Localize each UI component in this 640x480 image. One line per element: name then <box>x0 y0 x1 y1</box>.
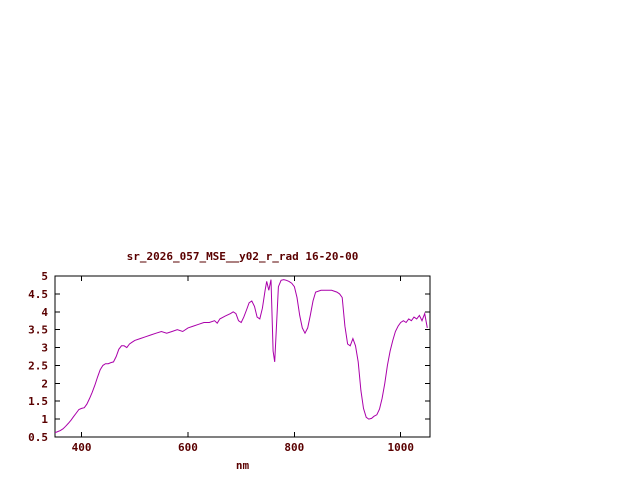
y-tick-label: 3 <box>41 342 48 355</box>
y-tick-label: 2.5 <box>28 359 48 372</box>
data-line <box>54 279 428 434</box>
x-tick-label: 800 <box>284 441 304 454</box>
x-tick-label: 400 <box>72 441 92 454</box>
x-axis-label: nm <box>235 459 250 472</box>
y-tick-label: 1 <box>41 413 48 426</box>
x-tick-label: 600 <box>178 441 198 454</box>
y-tick-label: 3.5 <box>28 324 48 337</box>
plot-border <box>54 275 431 438</box>
y-tick-label: 2 <box>41 377 48 390</box>
y-tick-label: 1.5 <box>28 395 48 408</box>
y-tick-label: 4.5 <box>28 288 48 301</box>
y-tick-label: 4 <box>41 306 48 319</box>
y-tick-label: 5 <box>41 270 48 283</box>
chart-title: sr_2026_057_MSE__y02_r_rad 16-20-00 <box>126 250 359 263</box>
y-tick-label: 0.5 <box>28 431 48 444</box>
x-tick-label: 1000 <box>387 441 414 454</box>
